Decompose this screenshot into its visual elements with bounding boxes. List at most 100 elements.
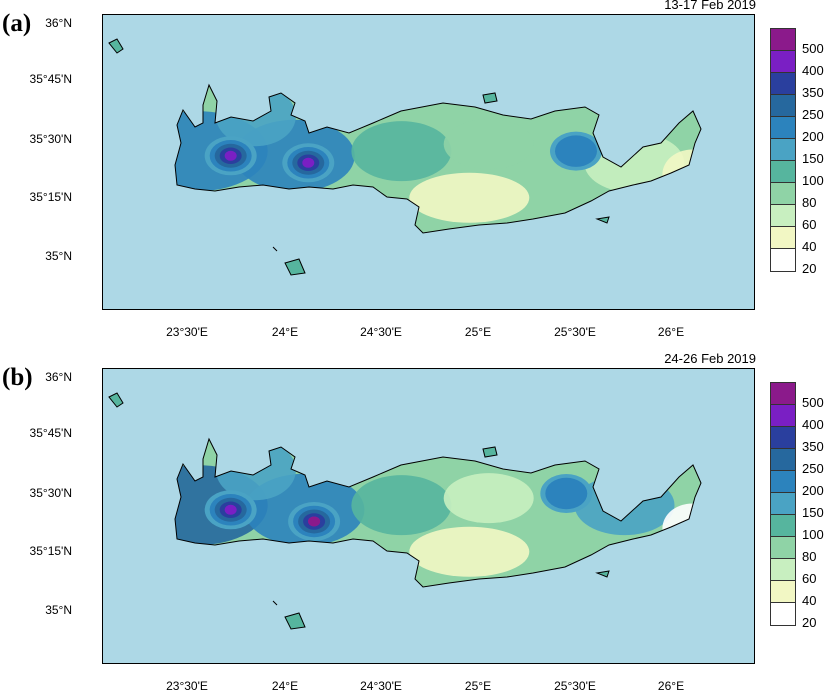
colorbar-label: 250 <box>802 461 824 476</box>
rainfall-contour <box>574 475 675 536</box>
lon-label-26e: 26°E <box>657 325 685 339</box>
colorbar-label: 60 <box>802 571 817 586</box>
islet <box>108 392 124 408</box>
colorbar-label: 20 <box>802 615 817 630</box>
rainfall-contour <box>662 503 701 554</box>
colorbar-label: 400 <box>802 417 824 432</box>
map-area <box>102 14 755 310</box>
map-panel-b: (b) 24-26 Feb 2019 36°N 35°45'N 35°30'N … <box>0 351 824 700</box>
colorbar-swatch <box>770 226 796 250</box>
colorbar-swatch <box>770 602 796 626</box>
period-label: 24-26 Feb 2019 <box>664 351 756 366</box>
rainfall-contour <box>351 121 452 182</box>
colorbar-swatch <box>770 248 796 272</box>
crete-coastline <box>174 437 702 588</box>
colorbar-label: 150 <box>802 151 824 166</box>
rainfall-contour <box>351 475 452 536</box>
lat-label-35-15n: 35°15'N <box>29 544 72 558</box>
colorbar-swatch <box>770 204 796 228</box>
colorbar-swatch <box>770 514 796 538</box>
map-area <box>102 368 755 664</box>
lon-label-24-30e: 24°30'E <box>360 679 402 693</box>
colorbar-label: 200 <box>802 483 824 498</box>
colorbar-label: 200 <box>802 129 824 144</box>
colorbar-label: 60 <box>802 217 817 232</box>
colorbar-swatch <box>770 580 796 604</box>
colorbar-label: 100 <box>802 527 824 542</box>
islet <box>595 570 610 578</box>
crete-coastline <box>174 83 702 234</box>
rainfall-field <box>175 85 701 233</box>
lon-label-25-30e: 25°30'E <box>554 679 596 693</box>
colorbar-label: 40 <box>802 239 817 254</box>
colorbar-swatch <box>770 426 796 450</box>
colorbar-label: 350 <box>802 85 824 100</box>
rainfall-hotspot <box>545 477 588 510</box>
lon-label-25-30e: 25°30'E <box>554 325 596 339</box>
colorbar-swatch <box>770 50 796 74</box>
colorbar-label: 250 <box>802 107 824 122</box>
lat-label-36n: 36°N <box>45 16 72 30</box>
colorbar-swatch <box>770 94 796 118</box>
colorbar-swatch <box>770 404 796 428</box>
colorbar-label: 350 <box>802 439 824 454</box>
lat-label-36n: 36°N <box>45 370 72 384</box>
lon-label-24-30e: 24°30'E <box>360 325 402 339</box>
colorbar-swatch <box>770 116 796 140</box>
lat-label-35-30n: 35°30'N <box>29 132 72 146</box>
colorbar-swatch <box>770 160 796 184</box>
colorbar-label: 150 <box>802 505 824 520</box>
islet <box>272 246 278 252</box>
rainfall-hotspot <box>555 135 597 167</box>
lat-label-35n: 35°N <box>45 603 72 617</box>
rainfall-contour <box>443 473 534 524</box>
lon-label-23-30e: 23°30'E <box>166 679 208 693</box>
islet <box>108 38 124 54</box>
colorbar-swatch <box>770 558 796 582</box>
lon-label-26e: 26°E <box>657 679 685 693</box>
islet <box>272 600 278 606</box>
colorbar-label: 500 <box>802 395 824 410</box>
panel-label: (a) <box>2 10 32 37</box>
rainfall-hotspot <box>302 157 315 168</box>
rainfall-contour <box>443 119 534 170</box>
rainfall-field <box>175 439 701 587</box>
colorbar-swatch <box>770 72 796 96</box>
lat-label-35-30n: 35°30'N <box>29 486 72 500</box>
lat-label-35n: 35°N <box>45 249 72 263</box>
colorbar-label: 100 <box>802 173 824 188</box>
colorbar-swatch <box>770 492 796 516</box>
islet <box>284 258 306 276</box>
precipitation-map <box>108 38 702 276</box>
rainfall-hotspot <box>224 504 237 515</box>
lon-label-25e: 25°E <box>464 679 492 693</box>
islet <box>482 92 498 104</box>
colorbar-swatch <box>770 382 796 406</box>
lon-label-24e: 24°E <box>271 325 299 339</box>
precipitation-map <box>108 392 702 630</box>
panel-label: (b) <box>2 364 33 391</box>
lat-label-35-15n: 35°15'N <box>29 190 72 204</box>
colorbar-label: 500 <box>802 41 824 56</box>
islet <box>284 612 306 630</box>
rainfall-hotspot <box>308 516 321 527</box>
lon-label-24e: 24°E <box>271 679 299 693</box>
colorbar-label: 80 <box>802 549 817 564</box>
islet <box>482 446 498 458</box>
colorbar: 500 400 350 250 200 150 100 80 60 40 20 <box>770 382 824 652</box>
colorbar-swatch <box>770 138 796 162</box>
lat-label-35-45n: 35°45'N <box>29 72 72 86</box>
rainfall-contour <box>662 149 701 200</box>
colorbar-swatch <box>770 182 796 206</box>
lon-label-25e: 25°E <box>464 325 492 339</box>
colorbar-label: 80 <box>802 195 817 210</box>
colorbar-label: 20 <box>802 261 817 276</box>
map-panel-a: (a) 13-17 Feb 2019 36°N 35°45'N 35°30'N … <box>0 0 824 346</box>
colorbar-swatch <box>770 448 796 472</box>
lat-label-35-45n: 35°45'N <box>29 426 72 440</box>
lon-label-23-30e: 23°30'E <box>166 325 208 339</box>
period-label: 13-17 Feb 2019 <box>664 0 756 12</box>
colorbar-swatch <box>770 28 796 52</box>
colorbar-swatch <box>770 470 796 494</box>
rainfall-contour <box>409 526 530 577</box>
